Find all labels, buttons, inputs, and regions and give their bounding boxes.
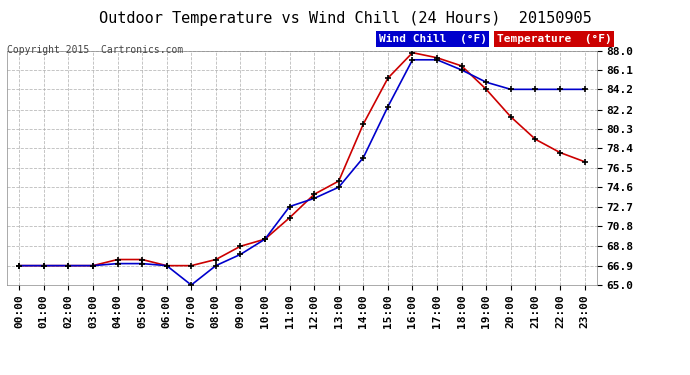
- Text: Copyright 2015  Cartronics.com: Copyright 2015 Cartronics.com: [7, 45, 183, 55]
- Text: Wind Chill  (°F): Wind Chill (°F): [379, 34, 486, 44]
- Text: Temperature  (°F): Temperature (°F): [497, 34, 611, 44]
- Text: Outdoor Temperature vs Wind Chill (24 Hours)  20150905: Outdoor Temperature vs Wind Chill (24 Ho…: [99, 11, 591, 26]
